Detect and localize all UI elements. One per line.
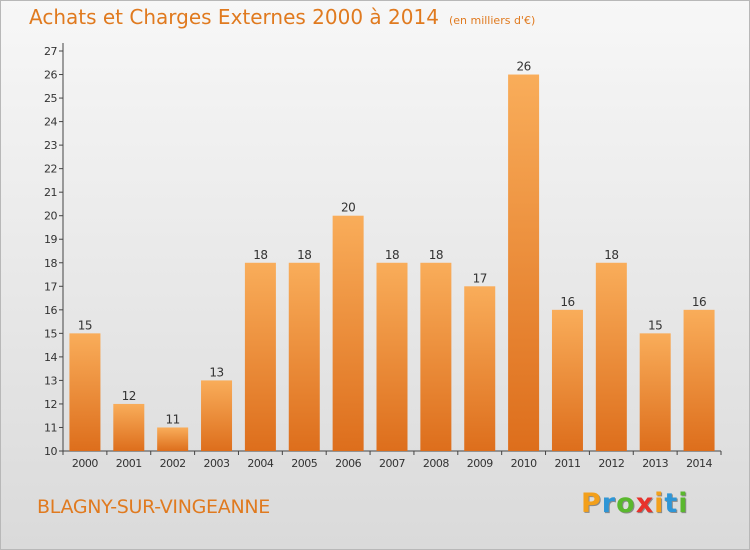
data-label: 15 <box>648 318 662 332</box>
y-tick-label: 27 <box>44 45 57 58</box>
x-tick-label: 2005 <box>291 457 317 470</box>
data-label: 16 <box>560 295 574 309</box>
y-tick-label: 16 <box>44 304 57 317</box>
y-tick-label: 18 <box>44 257 57 270</box>
bar <box>288 262 320 451</box>
y-tick-label: 19 <box>44 233 57 246</box>
logo-letter: P <box>581 488 602 519</box>
x-tick-label: 2011 <box>554 457 580 470</box>
y-tick-label: 26 <box>44 69 57 82</box>
bar <box>69 333 101 451</box>
y-tick-label: 20 <box>44 210 57 223</box>
x-tick-label: 2014 <box>686 457 712 470</box>
commune-name: BLAGNY-SUR-VINGEANNE <box>37 496 270 518</box>
y-tick-label: 12 <box>44 398 57 411</box>
bar <box>683 309 715 451</box>
data-label: 11 <box>166 412 180 426</box>
y-tick-label: 14 <box>44 351 57 364</box>
logo-letter: i <box>654 488 665 519</box>
logo-letter: t <box>664 488 679 519</box>
axes: 10 11 12 13 14 15 16 17 18 19 20 21 22 23 24 25 26 27 2000… <box>44 43 722 470</box>
logo-letter: r <box>601 488 617 519</box>
y-tick-label: 25 <box>44 92 57 105</box>
bar <box>508 74 540 451</box>
y-tick-label: 11 <box>44 421 57 434</box>
bar <box>157 427 189 451</box>
data-label: 18 <box>297 248 311 262</box>
bar <box>420 262 452 451</box>
bar <box>595 262 627 451</box>
bars: 15 12 11 13 18 18 20 18 18 17 26 16 18 15 16 <box>69 60 715 451</box>
logo-letter: x <box>635 488 655 519</box>
y-tick-label: 15 <box>44 327 57 340</box>
x-tick-label: 2009 <box>467 457 493 470</box>
x-tick-label: 2002 <box>160 457 186 470</box>
y-tick-label: 10 <box>44 445 57 458</box>
data-label: 15 <box>78 318 92 332</box>
data-label: 18 <box>253 248 267 262</box>
data-label: 18 <box>429 248 443 262</box>
chart-title: Achats et Charges Externes 2000 à 2014 (e… <box>29 5 535 29</box>
x-tick-label: 2003 <box>204 457 230 470</box>
y-tick-label: 21 <box>44 186 57 199</box>
data-label: 26 <box>516 60 530 74</box>
y-tick-label: 23 <box>44 139 57 152</box>
data-label: 13 <box>209 365 223 379</box>
x-tick-label: 2000 <box>72 457 98 470</box>
bar <box>376 262 408 451</box>
data-label: 18 <box>385 248 399 262</box>
x-tick-label: 2012 <box>598 457 624 470</box>
logo-letter: i <box>678 488 689 519</box>
chart-unit: (en milliers d'€) <box>448 14 536 27</box>
data-label: 12 <box>122 389 136 403</box>
y-tick-label: 13 <box>44 374 57 387</box>
x-tick-label: 2007 <box>379 457 405 470</box>
x-tick-label: 2004 <box>247 457 273 470</box>
x-tick-label: 2013 <box>642 457 668 470</box>
bar <box>201 380 233 451</box>
bar <box>113 403 145 451</box>
logo-letter: o <box>616 488 636 519</box>
bar <box>244 262 276 451</box>
bar <box>551 309 583 451</box>
chart-title-text: Achats et Charges Externes 2000 à 2014 <box>29 5 439 29</box>
y-tick-label: 22 <box>44 163 57 176</box>
bar <box>639 333 671 451</box>
x-tick-label: 2010 <box>511 457 537 470</box>
bar <box>464 286 496 451</box>
data-label: 20 <box>341 201 355 215</box>
x-tick-label: 2001 <box>116 457 142 470</box>
x-tick-label: 2006 <box>335 457 361 470</box>
data-label: 17 <box>473 271 487 285</box>
proxiti-logo: Proxiti <box>581 488 689 519</box>
x-tick-label: 2008 <box>423 457 449 470</box>
bar <box>332 215 364 451</box>
y-tick-label: 24 <box>44 116 57 129</box>
data-label: 16 <box>692 295 706 309</box>
y-tick-label: 17 <box>44 280 57 293</box>
data-label: 18 <box>604 248 618 262</box>
